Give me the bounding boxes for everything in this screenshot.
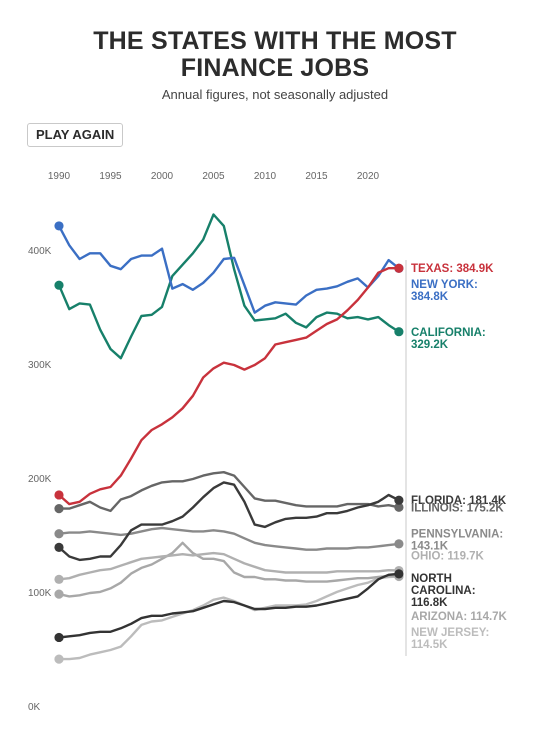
y-tick-label: 100K <box>28 588 52 599</box>
x-tick-label: 1990 <box>48 171 71 182</box>
y-tick-label: 300K <box>28 360 52 371</box>
y-tick-label: 400K <box>28 246 52 257</box>
series-start-point-ohio <box>54 574 64 584</box>
series-line-illinois <box>57 471 401 513</box>
series-line-north-carolina <box>57 572 401 639</box>
series-end-point-pennsylvania <box>394 539 404 549</box>
series-line-new-jersey <box>57 575 401 661</box>
series-start-point-pennsylvania <box>54 529 64 539</box>
series-start-point-arizona <box>54 589 64 599</box>
series-label-california: CALIFORNIA: 329.2K <box>411 327 486 351</box>
y-tick-label: 200K <box>28 474 52 485</box>
series-label-new-york: NEW YORK: 384.8K <box>411 279 478 303</box>
series-label-new-jersey: NEW JERSEY: 114.5K <box>411 627 489 651</box>
series-label-florida: FLORIDA: 181.4K <box>411 495 507 507</box>
play-again-button[interactable]: PLAY AGAIN <box>27 123 124 147</box>
x-tick-label: 2005 <box>202 171 225 182</box>
series-label-illinois: ILLINOIS: 175.2K <box>411 502 504 514</box>
series-label-texas: TEXAS: 384.9K <box>411 263 494 275</box>
series-end-point-california <box>394 327 404 337</box>
x-tick-label: 2015 <box>305 171 328 182</box>
series-start-point-new-jersey <box>54 654 64 664</box>
series-start-point-illinois <box>54 504 64 514</box>
y-tick-label: 0K <box>28 702 41 713</box>
series-line-texas <box>57 267 401 506</box>
series-label-north-carolina: NORTH CAROLINA: 116.8K <box>411 573 476 609</box>
series-end-point-illinois <box>394 502 404 512</box>
chart-title-line-2: FINANCE JOBS <box>180 54 370 82</box>
series-label-pennsylvania: PENNSYLVANIA: 143.1K <box>411 529 503 553</box>
series-end-point-texas <box>394 263 404 273</box>
series-end-point-florida <box>394 495 404 505</box>
series-line-california <box>57 213 401 360</box>
series-start-point-texas <box>54 490 64 500</box>
series-line-arizona <box>57 541 401 598</box>
series-start-point-california <box>54 280 64 290</box>
chart-subtitle: Annual figures, not seasonally adjusted <box>161 87 389 102</box>
series-start-point-north-carolina <box>54 632 64 643</box>
x-tick-label: 1995 <box>99 171 122 182</box>
series-label-ohio: OHIO: 119.7K <box>411 550 485 562</box>
x-tick-label: 2010 <box>254 171 277 182</box>
series-start-point-new-york <box>54 221 64 231</box>
series-line-pennsylvania <box>57 526 401 551</box>
series-line-ohio <box>57 551 401 581</box>
series-end-point-north-carolina <box>394 569 404 579</box>
chart-title: THE STATES WITH THE MOST FINANCE JOBS <box>0 28 550 82</box>
chart-title-line-1: THE STATES WITH THE MOST <box>93 27 457 55</box>
x-tick-label: 2000 <box>151 171 174 182</box>
series-start-point-florida <box>54 542 64 553</box>
series-line-florida <box>57 481 401 562</box>
series-line-new-york <box>57 224 401 314</box>
series-label-arizona: ARIZONA: 114.7K <box>411 611 508 623</box>
x-tick-label: 2020 <box>357 171 380 182</box>
